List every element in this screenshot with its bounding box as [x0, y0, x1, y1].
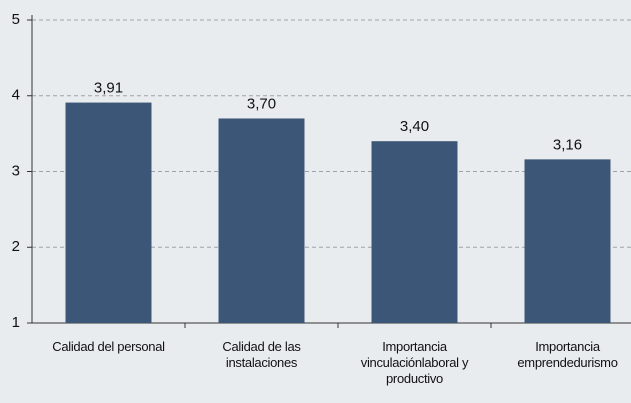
y-tick-label: 3 — [12, 162, 20, 179]
x-tick-label: Importancia emprendedurismo — [517, 339, 618, 370]
bar — [65, 102, 152, 323]
bar — [524, 159, 611, 323]
bar — [371, 141, 458, 323]
x-tick-label: Calidad de las instalaciones — [222, 339, 301, 370]
bar — [218, 118, 305, 323]
y-tick-label: 5 — [12, 11, 20, 28]
y-tick-label: 4 — [12, 87, 20, 104]
value-label: 3,40 — [400, 118, 429, 135]
value-label: 3,16 — [553, 136, 582, 153]
y-tick-label: 2 — [12, 238, 20, 255]
x-tick-label: Importancia vinculaciónlaboral y product… — [360, 339, 469, 386]
value-label: 3,70 — [247, 95, 276, 112]
x-tick-label: Calidad del personal — [52, 339, 165, 354]
value-label: 3,91 — [94, 80, 123, 97]
y-tick-label: 1 — [12, 314, 20, 331]
